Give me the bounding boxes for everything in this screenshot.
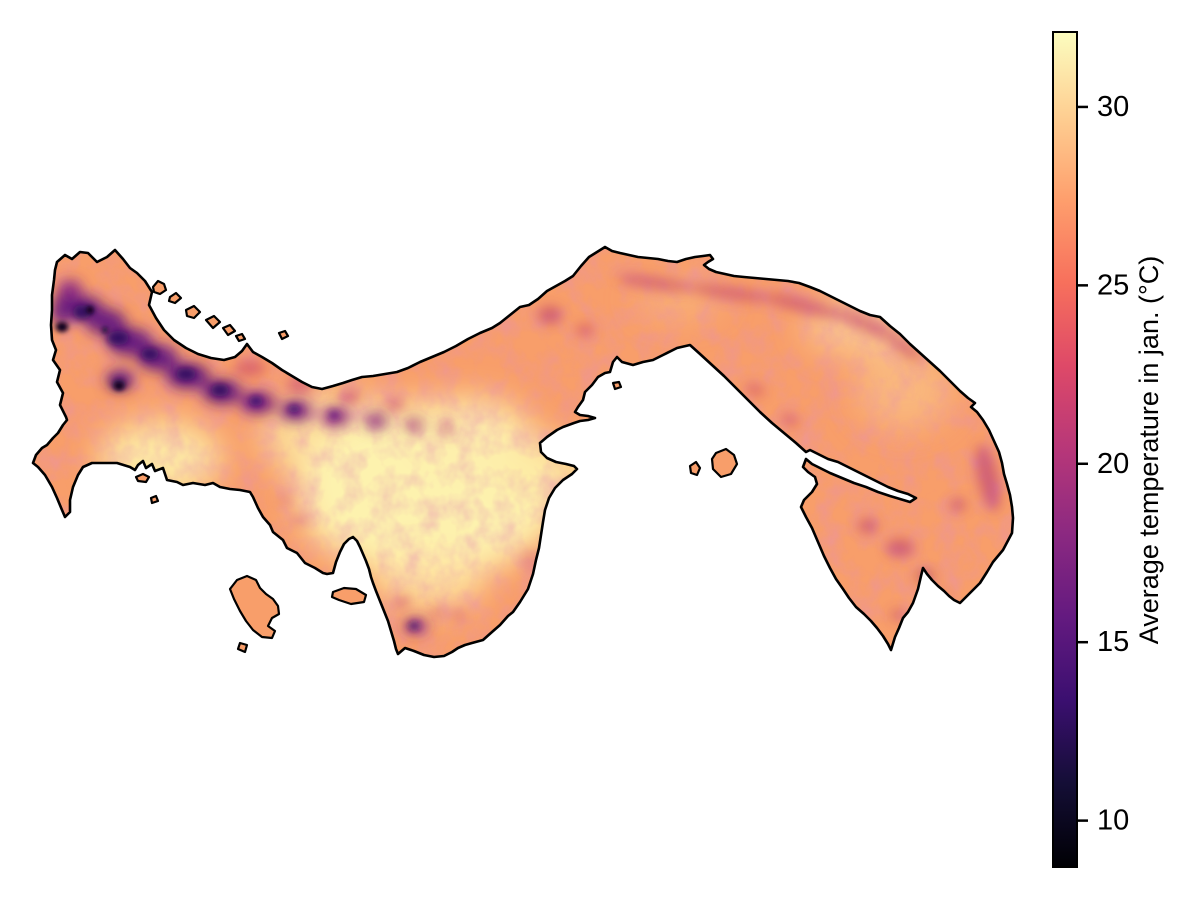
island-bocas-2 [167, 291, 183, 305]
cordillera-ridge [52, 280, 454, 634]
coldest-peaks [56, 306, 124, 390]
colorbar-tick-label: 30 [1097, 91, 1129, 123]
island-chiriqui-1 [134, 472, 151, 484]
island-chiriqui-2 [149, 494, 160, 505]
island-pearl-small [688, 460, 702, 477]
island-cebaco [330, 586, 368, 606]
island-taboga [611, 380, 623, 391]
colorbar: 10 15 20 25 30 Average temperature in jan. (… [1052, 31, 1164, 868]
island-escudo [277, 329, 290, 341]
colorbar-tick-label: 25 [1097, 269, 1129, 301]
colorbar-tick-label: 10 [1097, 805, 1129, 837]
colorbar-gradient-bar [1052, 31, 1078, 868]
island-coiba [228, 574, 281, 640]
island-bocas-3 [184, 304, 202, 320]
colorbar-ticks: 10 15 20 25 30 [1077, 91, 1129, 837]
foothill-areas [234, 275, 1001, 620]
island-bocas-5 [221, 323, 237, 337]
colorbar-tick-label: 15 [1097, 626, 1129, 658]
island-coibita [236, 641, 249, 654]
colorbar-axis-label: Average temperature in jan. (°C) [1134, 256, 1164, 644]
island-bocas-4 [204, 314, 222, 330]
island-bocas-1 [151, 279, 168, 296]
cold-cores [73, 305, 420, 630]
temperature-raster [31, 245, 1015, 659]
island-bocas-6 [234, 332, 247, 343]
colorbar-tick-label: 20 [1097, 448, 1129, 480]
island-pearl-large [710, 447, 739, 479]
islands [134, 279, 739, 654]
